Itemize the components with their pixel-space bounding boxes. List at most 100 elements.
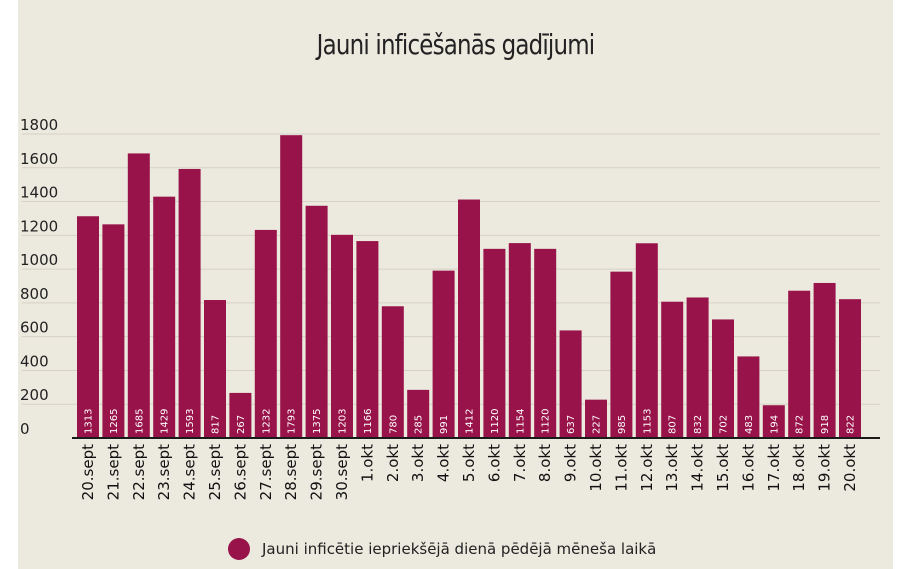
data-label: 1232 [261,409,272,434]
data-label: 1120 [541,409,552,434]
legend-swatch [228,538,250,560]
data-label: 832 [693,415,704,434]
x-tick-label: 21.sept [104,444,122,500]
bar [407,389,430,438]
x-tick-label: 20.okt [841,444,859,492]
y-tick-label: 1400 [20,184,58,202]
data-label: 780 [388,415,399,434]
x-tick-label: 4.okt [435,444,453,482]
x-tick-label: 16.okt [739,444,757,492]
bar [508,243,531,438]
bar [77,216,99,438]
bar [280,135,303,438]
data-label: 1793 [287,409,298,434]
data-label: 1166 [363,409,374,434]
chart-legend: Jauni inficētie iepriekšējā dienā pēdējā… [228,536,656,562]
x-tick-label: 12.okt [638,444,656,492]
x-tick-label: 5.okt [460,444,478,482]
bar [712,319,734,438]
data-label: 1203 [338,409,349,434]
data-label: 1685 [134,409,145,434]
x-tick-label: 24.sept [181,444,199,500]
data-label: 822 [846,415,857,434]
bar [229,392,252,438]
x-tick-label: 18.okt [790,444,808,492]
bar [102,224,125,438]
x-tick-label: 9.okt [562,444,580,482]
legend-label: Jauni inficētie iepriekšējā dienā pēdējā… [262,540,657,558]
data-label: 1120 [490,409,501,434]
bar [635,243,658,438]
bar [356,241,379,438]
bar [432,270,455,438]
y-tick-label: 1800 [20,116,58,134]
x-tick-label: 15.okt [714,444,732,492]
data-label: 1153 [642,409,653,434]
y-tick-label: 800 [20,285,49,303]
bar [559,330,582,438]
data-label: 1412 [465,409,476,434]
data-label: 1265 [109,409,120,434]
bar [331,234,353,438]
x-tick-label: 29.sept [308,444,326,500]
data-label: 702 [719,415,730,434]
bar [483,248,506,438]
y-tick-label: 600 [20,319,49,337]
bar [254,229,277,438]
x-tick-label: 28.sept [282,444,300,500]
data-label: 227 [592,415,603,434]
data-label: 1429 [160,409,171,434]
x-tick-label: 10.okt [587,444,605,492]
x-tick-label: 2.okt [384,444,402,482]
bar [458,199,480,438]
bar [762,405,785,438]
data-label: 483 [744,415,755,434]
bar [585,399,607,438]
y-tick-label: 1200 [20,217,58,235]
data-label: 918 [820,415,831,434]
bar [127,153,150,438]
data-label: 1313 [84,409,95,434]
bar [153,196,176,438]
bar [788,290,811,438]
y-tick-label: 0 [20,420,30,438]
bar [813,282,836,438]
bar [305,205,328,438]
y-tick-label: 1600 [20,150,58,168]
data-label: 267 [236,415,247,434]
data-label: 194 [769,415,780,434]
chart-title: Jauni inficēšanās gadījumi [316,28,595,61]
bar [534,248,557,438]
x-tick-label: 20.sept [79,444,97,500]
x-tick-label: 1.okt [358,444,376,482]
data-label: 985 [617,415,628,434]
x-tick-label: 19.okt [816,444,834,492]
data-label: 807 [668,415,679,434]
x-tick-label: 13.okt [663,444,681,492]
data-label: 285 [414,415,425,434]
bar-chart: 0 200 400 600 800 1000 1200 1400 1600 1800 1313 20.… [20,116,880,500]
data-label: 637 [566,415,577,434]
bar [839,299,861,438]
x-tick-label: 7.okt [511,444,529,482]
y-tick-label: 400 [20,352,49,370]
x-tick-label: 30.sept [333,444,351,500]
bar [686,297,709,438]
x-tick-label: 26.sept [231,444,249,500]
x-tick-label: 6.okt [485,444,503,482]
x-tick-label: 25.sept [206,444,224,500]
x-tick-label: 3.okt [409,444,427,482]
x-tick-label: 8.okt [536,444,554,482]
bar [204,300,226,438]
bar [610,271,633,438]
x-tick-label: 23.sept [155,444,173,500]
data-label: 1375 [312,409,323,434]
data-label: 817 [211,415,222,434]
y-tick-label: 1000 [20,251,58,269]
x-tick-label: 14.okt [689,444,707,492]
data-label: 1154 [515,409,526,434]
x-tick-label: 22.sept [130,444,148,500]
x-tick-label: 27.sept [257,444,275,500]
bar [381,306,404,438]
y-tick-label: 200 [20,386,49,404]
